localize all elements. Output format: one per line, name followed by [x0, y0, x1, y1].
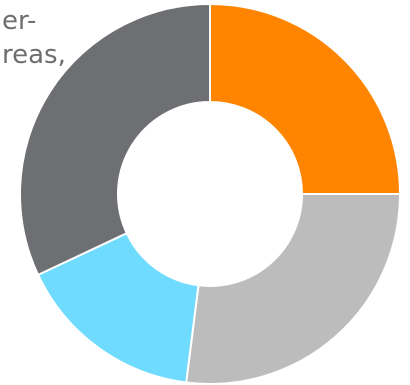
donut-slices: [19, 3, 401, 385]
caption-line-1: er-: [2, 6, 37, 36]
caption-fragment: er- reas,: [0, 4, 120, 84]
donut-slice-3: [37, 232, 200, 384]
donut-slice-1: [209, 3, 401, 195]
caption-line-2: reas,: [2, 40, 66, 70]
donut-slice-4: [19, 3, 211, 276]
donut-slice-2: [185, 193, 401, 385]
